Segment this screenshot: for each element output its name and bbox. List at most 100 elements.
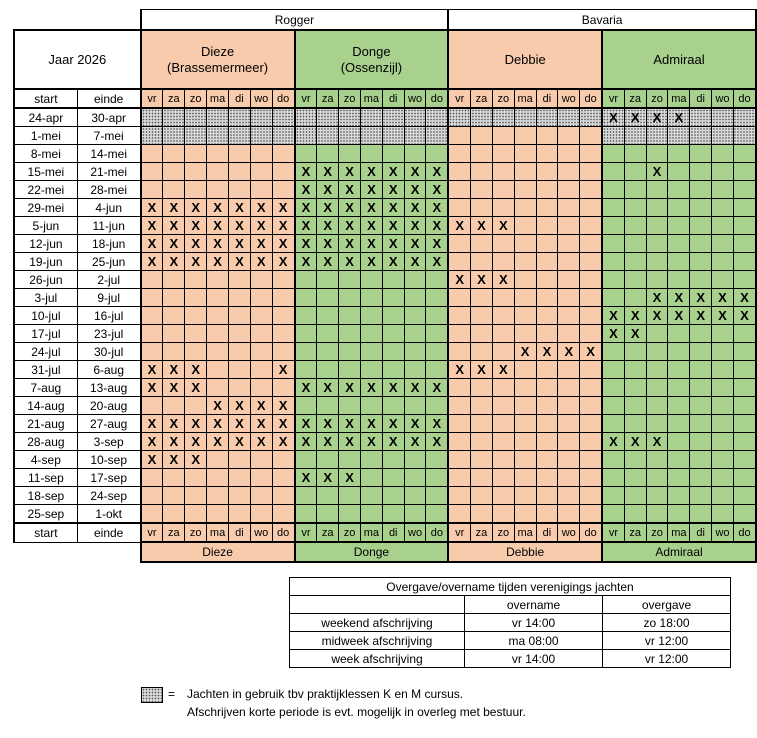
day-cell: [470, 414, 493, 433]
end-header: einde: [76, 522, 142, 543]
week-start: 14-aug: [12, 396, 78, 415]
day-cell: [579, 360, 604, 379]
day-cell: [162, 468, 186, 487]
day-cell: [359, 486, 383, 505]
booked-cell: X: [359, 432, 383, 451]
day-cell: [601, 468, 625, 487]
day-cell: [447, 504, 472, 524]
day-cell: [359, 270, 383, 289]
day-cell: [623, 162, 647, 181]
day-cell: [381, 450, 405, 469]
booked-cell: X: [381, 378, 405, 397]
week-start: 17-jul: [12, 324, 78, 343]
day-header-vr: vr: [447, 522, 472, 543]
day-cell: [689, 450, 713, 469]
day-cell: [162, 342, 186, 361]
day-cell: [381, 144, 405, 163]
day-cell: [470, 432, 493, 451]
day-cell: [491, 486, 515, 505]
day-header-wo: wo: [403, 88, 427, 109]
day-cell: [557, 360, 581, 379]
week-end: 14-mei: [76, 144, 142, 163]
day-cell: [535, 216, 559, 235]
week-end: 23-jul: [76, 324, 142, 343]
week-end: 13-aug: [76, 378, 142, 397]
booked-cell: X: [316, 198, 340, 217]
day-cell: [557, 486, 581, 505]
booked-cell: X: [623, 107, 647, 127]
booked-cell: X: [316, 252, 340, 271]
day-cell: [403, 288, 427, 307]
booked-cell: X: [403, 378, 427, 397]
day-cell: [293, 504, 318, 524]
day-cell: [491, 468, 515, 487]
col-overgave-header: overgave: [602, 595, 731, 614]
day-cell: [470, 450, 493, 469]
day-cell: [579, 180, 604, 199]
day-cell: [535, 198, 559, 217]
day-cell: [645, 342, 669, 361]
week-row: 22-mei 28-mei X X X X X X X: [12, 180, 757, 199]
boat-footer-admiraal: Admiraal: [601, 541, 757, 563]
reserved-cell: [139, 107, 164, 127]
week-end: 25-jun: [76, 252, 142, 271]
day-cell: [732, 504, 757, 524]
day-cell: [470, 180, 493, 199]
day-cell: [711, 360, 734, 379]
day-cell: [470, 486, 493, 505]
day-cell: [623, 396, 647, 415]
booked-cell: X: [470, 360, 493, 379]
day-cell: [447, 324, 472, 343]
week-end: 6-aug: [76, 360, 142, 379]
day-cell: [470, 342, 493, 361]
day-cell: [623, 252, 647, 271]
day-cell: [184, 324, 208, 343]
week-row: 10-jul 16-jul X X X X X X X: [12, 306, 757, 325]
day-cell: [447, 378, 472, 397]
reserved-cell: [184, 107, 208, 127]
day-cell: [667, 504, 691, 524]
day-cell: [491, 450, 515, 469]
day-cell: [139, 342, 164, 361]
booked-cell: X: [359, 180, 383, 199]
week-start: 29-mei: [12, 198, 78, 217]
day-header-za: za: [623, 522, 647, 543]
day-cell: [403, 450, 427, 469]
day-cell: [249, 180, 273, 199]
reserved-cell: [667, 126, 691, 145]
day-cell: [162, 270, 186, 289]
day-cell: [667, 198, 691, 217]
reserved-cell: [338, 107, 361, 127]
day-cell: [535, 270, 559, 289]
day-cell: [732, 144, 757, 163]
day-cell: [491, 504, 515, 524]
day-header-vr: vr: [293, 522, 318, 543]
booked-cell: X: [271, 432, 296, 451]
booked-cell: X: [162, 450, 186, 469]
day-cell: [579, 450, 604, 469]
day-cell: [732, 450, 757, 469]
handover-title: Overgave/overname tijden verenigings jac…: [289, 577, 731, 596]
day-header-ma: ma: [667, 522, 691, 543]
day-cell: [579, 198, 604, 217]
day-cell: [732, 396, 757, 415]
booked-cell: X: [491, 360, 515, 379]
day-cell: [623, 504, 647, 524]
day-header-zo: zo: [491, 522, 515, 543]
week-start: 5-jun: [12, 216, 78, 235]
day-cell: [228, 324, 251, 343]
day-cell: [667, 324, 691, 343]
booked-cell: X: [359, 414, 383, 433]
day-header-za: za: [470, 522, 493, 543]
booked-cell: X: [513, 342, 537, 361]
boat-location: (Ossenzijl): [340, 59, 403, 75]
reserved-cell: [711, 126, 734, 145]
booked-cell: X: [359, 378, 383, 397]
booked-cell: X: [447, 270, 472, 289]
day-header-ma: ma: [359, 88, 383, 109]
day-cell: [162, 396, 186, 415]
day-cell: [338, 396, 361, 415]
week-end: 2-jul: [76, 270, 142, 289]
day-cell: [513, 162, 537, 181]
day-header-vr: vr: [293, 88, 318, 109]
